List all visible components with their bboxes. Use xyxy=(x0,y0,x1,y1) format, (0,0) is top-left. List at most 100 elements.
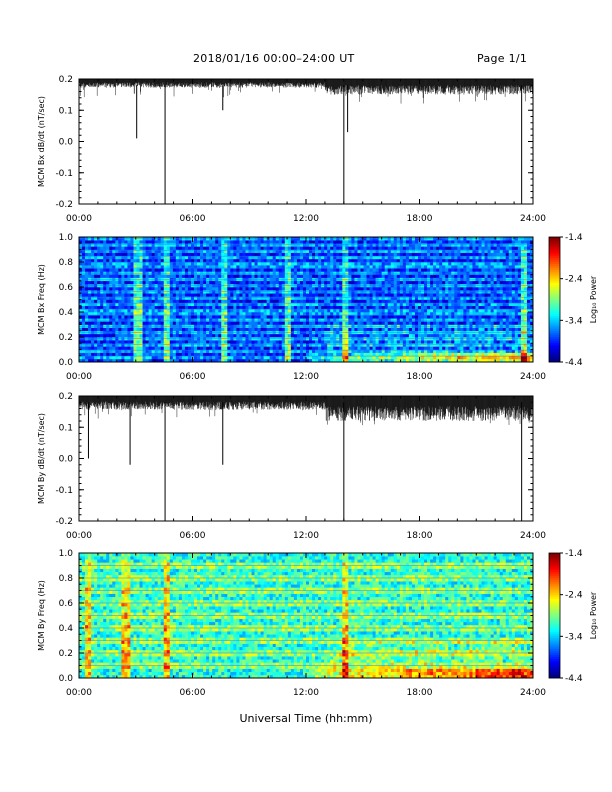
spectrogram-cell xyxy=(169,296,174,300)
spectrogram-cell xyxy=(445,349,449,353)
spectrogram-cell xyxy=(393,240,398,244)
spectrogram-cell xyxy=(330,243,334,247)
spectrogram-cell xyxy=(181,268,186,272)
spectrogram-cell xyxy=(442,277,446,282)
spectrogram-cell xyxy=(169,265,174,269)
spectrogram-cell xyxy=(263,268,267,272)
spectrogram-cell xyxy=(160,258,165,263)
spectrogram-cell xyxy=(327,271,331,275)
spectrogram-cell xyxy=(257,277,261,282)
spectrogram-cell xyxy=(269,340,274,344)
spectrogram-cell xyxy=(97,243,101,247)
spectrogram-cell xyxy=(321,358,325,363)
spectrogram-cell xyxy=(399,262,404,266)
spectrogram-cell xyxy=(139,265,143,269)
spectrogram-cell xyxy=(387,312,392,316)
spectrogram-cell xyxy=(227,358,231,363)
spectrogram-cell xyxy=(154,308,158,313)
spectrogram-cell xyxy=(130,274,134,278)
spectrogram-cell xyxy=(445,287,449,291)
spectrogram-cell xyxy=(94,252,98,257)
spectrogram-cell xyxy=(348,287,352,291)
spectrogram-cell xyxy=(351,355,355,360)
spectrogram-cell xyxy=(251,340,255,344)
spectrogram-cell xyxy=(203,293,207,297)
spectrogram-cell xyxy=(327,305,331,310)
spectrogram-cell xyxy=(427,352,431,357)
spectrogram-cell xyxy=(184,349,189,353)
spectrogram-cell xyxy=(94,302,98,307)
spectrogram-cell xyxy=(187,293,192,297)
spectrogram-cell xyxy=(124,293,128,297)
spectrogram-cell xyxy=(97,258,101,263)
spectrogram-cell xyxy=(175,315,180,319)
spectrogram-cell xyxy=(218,327,222,332)
spectrogram-cell xyxy=(327,352,331,357)
spectrogram-cell xyxy=(209,333,213,338)
spectrogram-cell xyxy=(230,346,234,350)
spectrogram-cell xyxy=(175,280,180,285)
spectrogram-cell xyxy=(366,358,370,363)
spectrogram-cell xyxy=(109,324,113,328)
spectrogram-cell xyxy=(157,343,162,347)
spectrogram-cell xyxy=(387,293,392,297)
spectrogram-cell xyxy=(445,299,449,303)
spectrogram-cell xyxy=(269,355,274,360)
spectrogram-cell xyxy=(248,246,252,250)
spectrogram-cell xyxy=(230,287,234,291)
spectrogram-cell xyxy=(118,287,122,291)
spectrogram-cell xyxy=(100,312,104,316)
spectrogram-cell xyxy=(88,305,92,310)
spectrogram-cell xyxy=(345,302,349,307)
spectrogram-cell xyxy=(221,349,225,353)
spectrogram-cell xyxy=(381,240,385,244)
spectrogram-cell xyxy=(197,274,201,278)
spectrogram-cell xyxy=(200,346,204,350)
spectrogram-cell xyxy=(245,324,249,328)
spectrogram-cell xyxy=(206,340,210,344)
spectrogram-cell xyxy=(79,358,83,363)
spectrogram-cell xyxy=(175,333,180,338)
spectrogram-cell xyxy=(197,246,201,250)
spectrogram-cell xyxy=(330,277,334,282)
spectrogram-cell xyxy=(88,349,92,353)
spectrogram-cell xyxy=(278,327,283,332)
spectrogram-cell xyxy=(411,296,416,300)
spectrogram-cell xyxy=(91,287,95,291)
spectrogram-cell xyxy=(378,352,382,357)
spectrogram-cell xyxy=(345,255,349,260)
spectrogram-cell xyxy=(142,321,146,325)
spectrogram-cell xyxy=(187,324,192,328)
spectrogram-cell xyxy=(333,358,337,363)
spectrogram-cell xyxy=(424,346,428,350)
spectrogram-cell xyxy=(184,243,189,247)
spectrogram-cell xyxy=(227,302,231,307)
spectrogram-cell xyxy=(163,255,168,260)
spectrogram-cell xyxy=(442,302,446,307)
spectrogram-cell xyxy=(363,240,367,244)
spectrogram-cell xyxy=(115,258,119,263)
spectrogram-cell xyxy=(203,343,207,347)
spectrogram-cell xyxy=(442,312,446,316)
spectrogram-cell xyxy=(363,352,367,357)
spectrogram-cell xyxy=(309,262,313,266)
spectrogram-cell xyxy=(245,358,249,363)
spectrogram-cell xyxy=(187,305,192,310)
spectrogram-cell xyxy=(269,268,274,272)
spectrogram-cell xyxy=(115,302,119,307)
spectrogram-cell xyxy=(91,315,95,319)
spectrogram-cell xyxy=(393,321,398,325)
spectrogram-cell xyxy=(315,246,319,250)
spectrogram-cell xyxy=(354,252,358,257)
spectrogram-cell xyxy=(327,252,331,257)
spectrogram-cell xyxy=(242,252,246,257)
spectrogram-cell xyxy=(372,340,376,344)
spectrogram-cell xyxy=(424,274,428,278)
spectrogram-cell xyxy=(121,349,125,353)
spectrogram-cell xyxy=(181,252,186,257)
spectrogram-cell xyxy=(230,302,234,307)
spectrogram-cell xyxy=(85,296,89,300)
spectrogram-cell xyxy=(354,249,358,253)
spectrogram-cell xyxy=(82,324,86,328)
spectrogram-cell xyxy=(357,340,361,344)
